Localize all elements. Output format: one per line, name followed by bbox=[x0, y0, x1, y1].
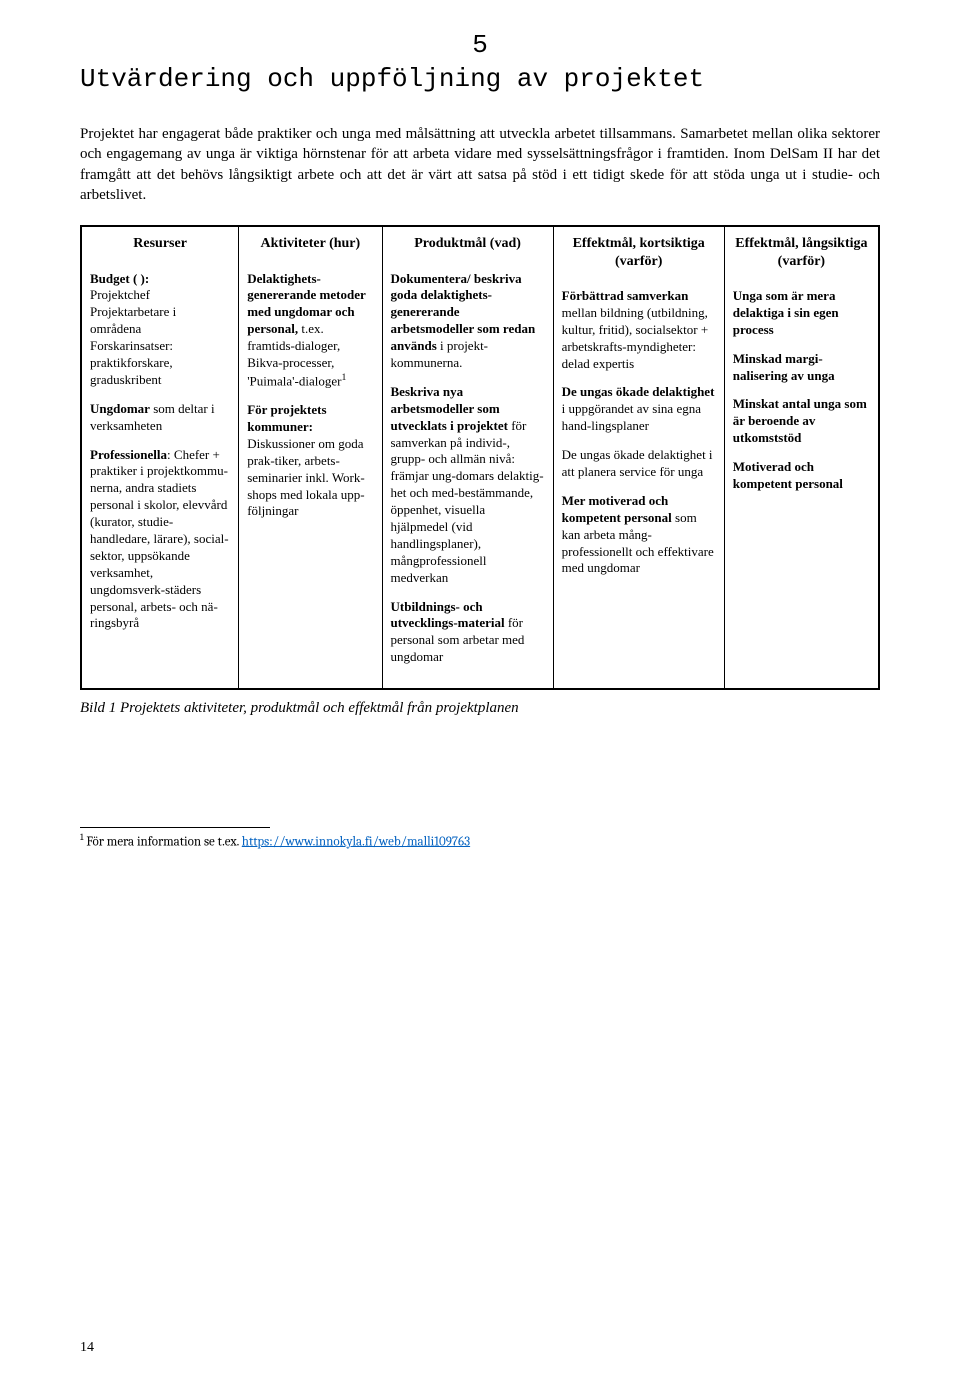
page-chapter-number: 5 bbox=[80, 30, 880, 60]
table-col-effektmal-lang: Effektmål, långsiktiga (varför) Unga som… bbox=[725, 227, 878, 688]
col-header: Produktmål (vad) bbox=[383, 227, 553, 267]
col-body: Dokumentera/ beskriva goda delaktighets-… bbox=[383, 267, 553, 689]
table-col-aktiviteter: Aktiviteter (hur) Delaktighets-genereran… bbox=[239, 227, 382, 688]
col-body: Budget ( ):ProjektchefProjektarbetare i … bbox=[82, 267, 238, 655]
table-col-resurser: Resurser Budget ( ):ProjektchefProjektar… bbox=[82, 227, 239, 688]
chapter-title: Utvärdering och uppföljning av projektet bbox=[80, 64, 880, 94]
logic-model-table: Resurser Budget ( ):ProjektchefProjektar… bbox=[80, 225, 880, 690]
col-header: Effektmål, kortsiktiga (varför) bbox=[554, 227, 724, 284]
col-body: Delaktighets-genererande metoder med ung… bbox=[239, 267, 381, 543]
intro-paragraph: Projektet har engagerat både praktiker o… bbox=[80, 124, 880, 205]
col-body: Unga som är mera delaktiga i sin egen pr… bbox=[725, 284, 878, 515]
footnote-separator bbox=[80, 827, 270, 828]
table-col-produktmal: Produktmål (vad) Dokumentera/ beskriva g… bbox=[383, 227, 554, 688]
footnote-link[interactable]: https://www.innokyla.fi/web/malli109763 bbox=[242, 834, 470, 849]
footnote: 1 För mera information se t.ex. https://… bbox=[80, 832, 880, 849]
footnote-text: För mera information se t.ex. bbox=[84, 834, 242, 849]
col-header: Aktiviteter (hur) bbox=[239, 227, 381, 267]
col-body: Förbättrad samverkan mellan bildning (ut… bbox=[554, 284, 724, 599]
table-caption: Bild 1 Projektets aktiviteter, produktmå… bbox=[80, 700, 880, 717]
page-footer-number: 14 bbox=[80, 1340, 94, 1356]
table-col-effektmal-kort: Effektmål, kortsiktiga (varför) Förbättr… bbox=[554, 227, 725, 688]
col-header: Resurser bbox=[82, 227, 238, 267]
col-header: Effektmål, långsiktiga (varför) bbox=[725, 227, 878, 284]
